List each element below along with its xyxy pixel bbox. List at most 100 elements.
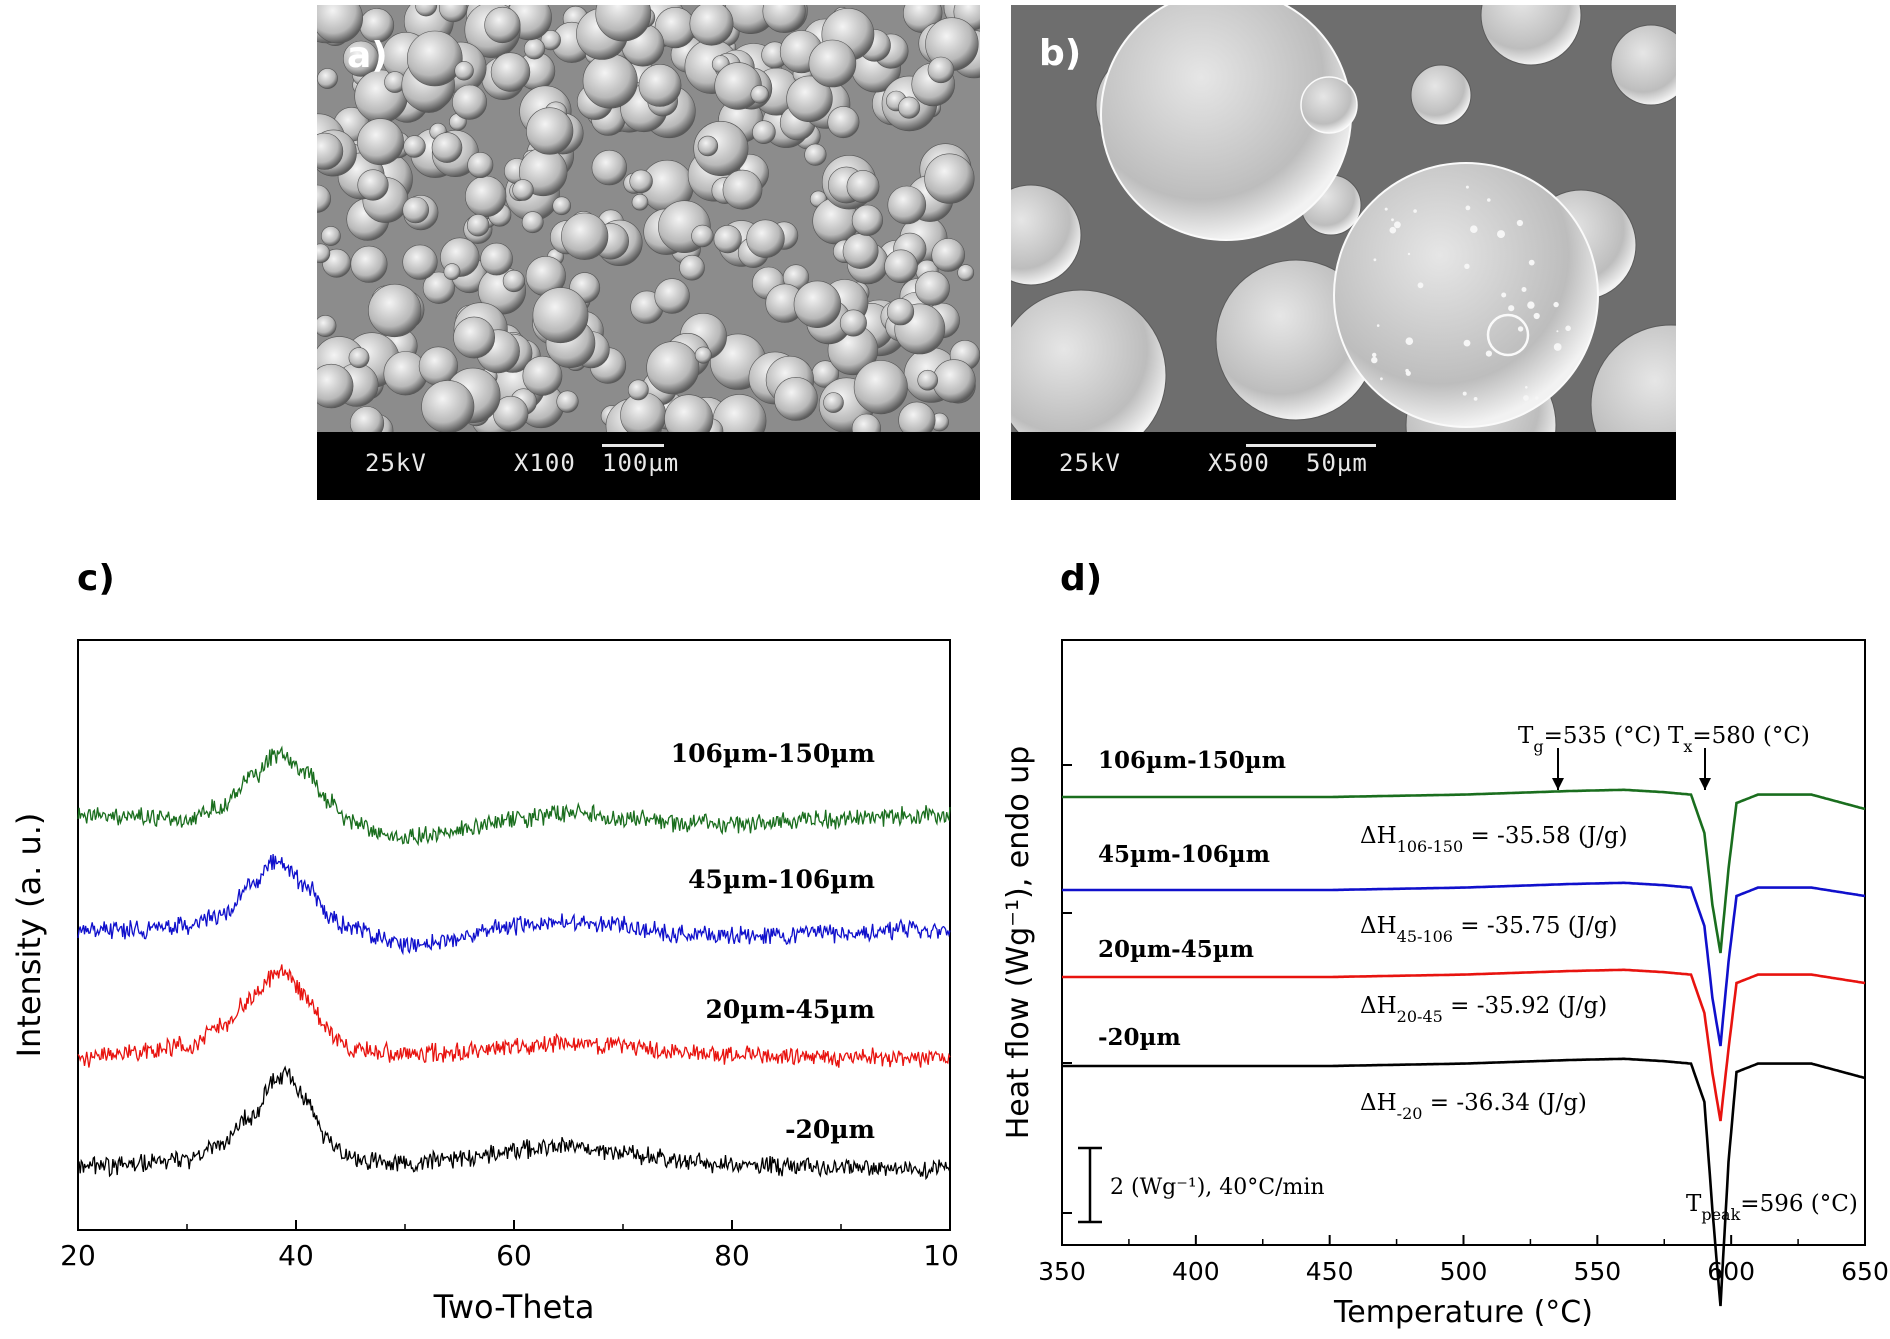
dsc-sample-label: 20µm-45µm	[1098, 936, 1254, 963]
sem-particle	[1301, 77, 1357, 133]
sem-surface-dot	[1518, 326, 1523, 331]
sem-b-scale-text: 50µm	[1306, 449, 1368, 477]
dsc-arrow-head	[1552, 778, 1564, 790]
xrd-x-axis-label: Two-Theta	[433, 1288, 595, 1326]
sem-surface-dot	[1391, 218, 1394, 221]
sem-surface-dot	[1534, 313, 1540, 319]
sem-surface-dot	[1508, 305, 1514, 311]
sem-b-scalebar	[1246, 444, 1376, 447]
dsc-enthalpy-annotation-sub: 45-106	[1397, 927, 1453, 946]
dsc-x-tick-label: 350	[1038, 1257, 1086, 1286]
sem-surface-dot	[1527, 301, 1534, 308]
dsc-enthalpy-annotation-main: ΔH	[1360, 993, 1397, 1019]
sem-surface-dot	[1371, 357, 1377, 363]
sem-surface-dot	[1466, 206, 1471, 211]
xrd-x-tick-label: 20	[60, 1239, 96, 1272]
dsc-series-line	[1062, 790, 1865, 953]
panel-label-b: b)	[1039, 33, 1081, 74]
dsc-enthalpy-annotation-main: ΔH	[1360, 1090, 1397, 1116]
sem-b-mag: X500	[1208, 449, 1270, 477]
sem-surface-dot	[1464, 264, 1469, 269]
sem-surface-dot	[1394, 221, 1401, 228]
sem-surface-dot	[1390, 227, 1397, 234]
dsc-sample-label: 106µm-150µm	[1098, 747, 1286, 774]
xrd-x-tick-label: 80	[714, 1239, 750, 1272]
sem-surface-dot	[1525, 386, 1528, 389]
sem-b-info-bar: 25kV X500 50µm	[1011, 432, 1676, 500]
dsc-enthalpy-annotation-sub: 106-150	[1397, 837, 1463, 856]
sem-surface-dot	[1556, 330, 1558, 332]
dsc-enthalpy-annotation-value: = -35.58 (J/g)	[1463, 823, 1627, 849]
dsc-enthalpy-annotation-value: = -35.92 (J/g)	[1443, 993, 1607, 1019]
dsc-enthalpy-annotation-main: ΔH	[1360, 823, 1397, 849]
dsc-enthalpy-annotation: ΔH-20 = -36.34 (J/g)	[1360, 1090, 1587, 1123]
xrd-x-tick-label: 100	[923, 1239, 960, 1272]
dsc-tpeak-annotation: Tpeak=596 (°C)	[1686, 1191, 1858, 1224]
dsc-tg-annotation-value: =535 (°C)	[1544, 723, 1662, 749]
xrd-series-label: 45µm-106µm	[688, 865, 875, 894]
dsc-tg-annotation: Tg=535 (°C)	[1518, 723, 1661, 756]
dsc-enthalpy-annotation: ΔH20-45 = -35.92 (J/g)	[1360, 993, 1607, 1026]
dsc-tpeak-annotation-main: T	[1686, 1191, 1702, 1217]
dsc-x-axis-label: Temperature (°C)	[1333, 1295, 1593, 1330]
dsc-enthalpy-annotation-sub: 20-45	[1397, 1007, 1443, 1026]
sem-surface-dot	[1565, 326, 1571, 332]
dsc-x-tick-label: 600	[1707, 1257, 1755, 1286]
sem-surface-dot	[1372, 353, 1376, 357]
sem-particle	[1411, 65, 1471, 125]
sem-surface-dot	[1466, 186, 1469, 189]
dsc-enthalpy-annotation: ΔH45-106 = -35.75 (J/g)	[1360, 913, 1617, 946]
sem-surface-dot	[1486, 351, 1492, 357]
sem-b-particles	[1011, 5, 1676, 435]
sem-surface-dot	[1413, 209, 1417, 213]
sem-surface-dot	[1517, 220, 1523, 226]
xrd-chart: 20 40 60 80 100 Two-Theta Intensity (a. u.) -20…	[0, 0, 960, 1339]
xrd-series-label: 106µm-150µm	[671, 739, 875, 768]
sem-surface-dot	[1408, 253, 1410, 255]
dsc-enthalpy-annotation-value: = -35.75 (J/g)	[1453, 913, 1617, 939]
dsc-y-axis-label: Heat flow (Wg⁻¹), endo up	[1001, 746, 1036, 1140]
sem-surface-dot	[1553, 302, 1558, 307]
sem-surface-dot	[1406, 371, 1411, 376]
dsc-x-tick-label: 400	[1172, 1257, 1220, 1286]
dsc-x-tick-label: 450	[1306, 1257, 1354, 1286]
sem-surface-dot	[1463, 392, 1467, 396]
dsc-x-tick-label: 500	[1440, 1257, 1488, 1286]
dsc-enthalpy-annotation: ΔH106-150 = -35.58 (J/g)	[1360, 823, 1628, 856]
sem-surface-dot	[1554, 343, 1562, 351]
dsc-tx-annotation-value: =580 (°C)	[1692, 723, 1810, 749]
dsc-tg-annotation-main: T	[1518, 723, 1534, 749]
sem-particle-large	[1334, 163, 1598, 427]
dsc-tg-annotation-sub: g	[1533, 737, 1543, 756]
sem-surface-dot	[1487, 198, 1491, 202]
xrd-x-tick-label: 60	[496, 1239, 532, 1272]
sem-surface-dot	[1380, 377, 1383, 380]
sem-surface-dot	[1474, 397, 1478, 401]
dsc-enthalpy-annotation-value: = -36.34 (J/g)	[1422, 1090, 1586, 1116]
sem-surface-dot	[1522, 287, 1527, 292]
xrd-series-label: 20µm-45µm	[706, 995, 875, 1024]
sem-surface-dot	[1535, 396, 1538, 399]
sem-surface-dot	[1529, 260, 1535, 266]
sem-surface-dot	[1470, 225, 1478, 233]
dsc-scale-label: 2 (Wg⁻¹), 40°C/min	[1110, 1175, 1325, 1200]
xrd-x-tick-label: 40	[278, 1239, 314, 1272]
dsc-enthalpy-annotation-main: ΔH	[1360, 913, 1397, 939]
dsc-sample-label: -20µm	[1098, 1024, 1181, 1051]
dsc-tpeak-annotation-sub: peak	[1701, 1205, 1740, 1224]
sem-surface-dot	[1377, 324, 1380, 327]
sem-surface-dot	[1418, 282, 1424, 288]
dsc-plot-frame	[1062, 640, 1865, 1245]
dsc-tx-annotation: Tx=580 (°C)	[1668, 723, 1810, 756]
xrd-series-label: -20µm	[785, 1115, 875, 1144]
xrd-y-axis-label: Intensity (a. u.)	[10, 813, 48, 1058]
dsc-sample-label: 45µm-106µm	[1098, 841, 1270, 868]
dsc-tpeak-annotation-value: =596 (°C)	[1740, 1191, 1858, 1217]
dsc-tx-annotation-main: T	[1668, 723, 1684, 749]
sem-surface-dot	[1385, 208, 1388, 211]
dsc-series-line	[1062, 883, 1865, 1046]
sem-surface-dot	[1464, 340, 1471, 347]
panel-label-d: d)	[1060, 558, 1102, 599]
sem-surface-dot	[1406, 337, 1414, 345]
dsc-series-line	[1062, 970, 1865, 1121]
